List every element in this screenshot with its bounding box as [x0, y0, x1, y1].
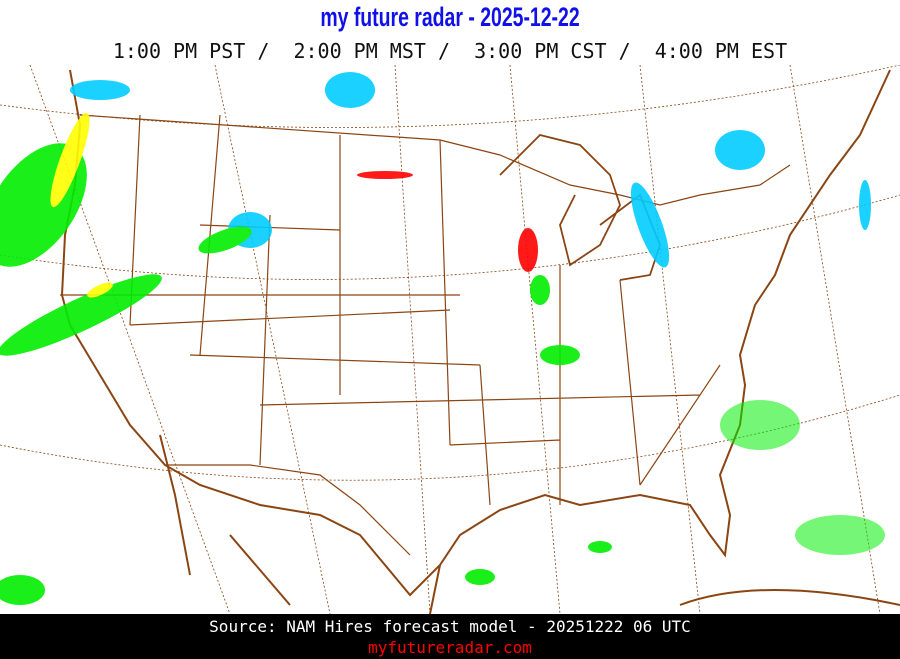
cuba-coast — [679, 589, 900, 606]
graticule — [0, 65, 900, 614]
us-coastline — [60, 69, 891, 597]
page-title: my future radar - 2025-12-22 — [320, 2, 580, 32]
site-link[interactable]: myfutureradar.com — [368, 638, 532, 657]
radar-map — [0, 65, 900, 614]
canada-border — [79, 114, 791, 206]
time-zones-label: 1:00 PM PST / 2:00 PM MST / 3:00 PM CST … — [112, 39, 788, 63]
mexico-coast — [159, 434, 441, 614]
footer: Source: NAM Hires forecast model - 20251… — [0, 614, 900, 659]
borders — [60, 69, 900, 614]
source-label: Source: NAM Hires forecast model - 20251… — [209, 617, 691, 636]
mexico-border — [165, 464, 411, 556]
precipitation — [0, 72, 885, 605]
